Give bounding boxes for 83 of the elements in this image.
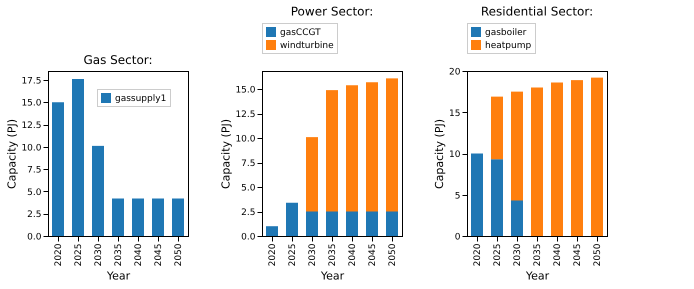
bar (132, 198, 144, 236)
bar (112, 198, 124, 236)
y-tick-label: 10 (449, 150, 461, 160)
x-tick-label: 2045 (573, 244, 583, 266)
x-tick-label: 2020 (268, 243, 278, 266)
legend-label: gasboiler (485, 28, 527, 38)
bar (326, 212, 338, 236)
legend-label: gasCCGT (280, 28, 322, 38)
bar (52, 102, 64, 236)
chart-title: Power Sector: (290, 4, 374, 18)
bar (72, 79, 84, 236)
bar (306, 212, 318, 236)
y-tick-label: 10.0 (21, 143, 42, 154)
x-tick-label: 2025 (74, 244, 84, 266)
bar (366, 212, 378, 236)
y-tick-label: 20 (449, 68, 461, 78)
y-tick-label: 5.0 (241, 184, 256, 194)
x-tick-label: 2050 (388, 243, 398, 266)
x-axis-title: Year (524, 269, 550, 282)
bar (551, 82, 563, 236)
x-tick-label: 2040 (348, 243, 358, 266)
y-tick-label: 5 (454, 191, 460, 202)
y-tick-label: 0.0 (241, 232, 256, 242)
y-tick-label: 12.5 (21, 121, 42, 132)
bar (266, 226, 278, 236)
x-tick-label: 2030 (308, 243, 318, 266)
x-tick-label: 2025 (288, 244, 298, 266)
bar (346, 85, 358, 212)
y-axis-title: Capacity (PJ) (219, 118, 232, 190)
y-tick-label: 15 (449, 108, 460, 119)
bar (491, 96, 503, 160)
legend-label: heatpump (485, 41, 532, 51)
bar (152, 198, 164, 236)
x-tick-label: 2050 (593, 243, 603, 266)
legend-label: windturbine (280, 41, 334, 51)
legend-label: gassupply1 (115, 94, 166, 104)
bar (346, 212, 358, 236)
x-tick-label: 2035 (328, 244, 338, 266)
x-tick-label: 2045 (154, 244, 164, 266)
y-tick-label: 5.0 (27, 188, 42, 198)
x-tick-label: 2030 (513, 243, 523, 266)
bar (92, 146, 104, 236)
y-tick-label: 0.0 (27, 232, 42, 242)
bar (511, 92, 523, 201)
x-tick-label: 2050 (174, 243, 184, 266)
x-tick-label: 2030 (94, 243, 104, 266)
y-tick-label: 12.5 (235, 110, 256, 120)
bar (491, 159, 503, 236)
bar (386, 78, 398, 212)
y-axis-title: Capacity (PJ) (5, 118, 18, 190)
bar (286, 202, 298, 236)
bar (571, 80, 583, 236)
x-axis-title: Year (106, 269, 131, 282)
y-tick-label: 7.5 (241, 159, 256, 170)
x-axis-title: Year (320, 269, 345, 282)
x-tick-label: 2025 (493, 244, 503, 266)
bar (172, 198, 184, 236)
bar (531, 88, 543, 236)
y-tick-label: 2.5 (27, 210, 42, 220)
x-tick-label: 2040 (553, 243, 563, 266)
y-tick-label: 15.0 (235, 86, 256, 96)
x-tick-label: 2035 (114, 244, 124, 266)
x-tick-label: 2020 (54, 243, 64, 266)
y-tick-label: 7.5 (27, 166, 42, 176)
y-tick-label: 15.0 (21, 98, 42, 109)
bar (326, 90, 338, 212)
bar (386, 212, 398, 236)
bar (471, 154, 483, 236)
x-tick-label: 2020 (473, 243, 483, 266)
bar (306, 137, 318, 212)
y-tick-label: 10.0 (235, 134, 256, 145)
y-axis-title: Capacity (PJ) (433, 118, 446, 190)
x-tick-label: 2040 (134, 243, 144, 266)
y-tick-label: 0 (454, 232, 461, 242)
bar (511, 200, 523, 236)
chart-title: Gas Sector: (83, 53, 153, 67)
bar (591, 78, 603, 236)
bar (366, 82, 378, 212)
y-tick-label: 17.5 (21, 76, 42, 86)
x-tick-label: 2045 (368, 244, 378, 266)
chart-title: Residential Sector: (480, 4, 594, 18)
y-tick-label: 2.5 (241, 208, 256, 218)
x-tick-label: 2035 (533, 244, 543, 266)
